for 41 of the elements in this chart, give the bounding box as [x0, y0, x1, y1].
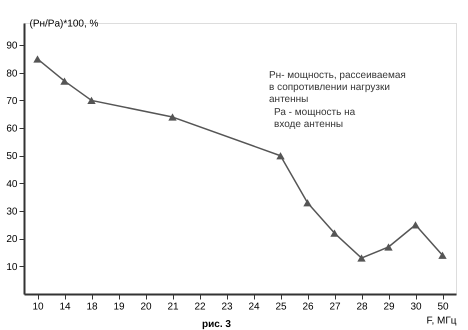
- x-tick-label: 30: [410, 302, 422, 312]
- point: [384, 243, 393, 251]
- x-tick-label: 18: [86, 302, 98, 312]
- x-tick-label: 24: [248, 302, 260, 312]
- point: [330, 230, 339, 237]
- x-tick-label: 29: [383, 302, 395, 312]
- x-tick-label: 50: [437, 302, 449, 312]
- point: [411, 221, 420, 228]
- point: [303, 199, 312, 206]
- x-tick-label: 27: [329, 302, 341, 312]
- x-tick-label: 26: [302, 302, 314, 312]
- x-tick-label: 10: [32, 302, 44, 312]
- point: [438, 252, 447, 259]
- y-tick-label: 20: [6, 234, 18, 246]
- x-tick-label: 28: [356, 302, 368, 312]
- x-tick-label: 22: [194, 302, 206, 312]
- y-tick-label: 80: [6, 68, 18, 80]
- text: рис. 3: [202, 319, 232, 330]
- x-tick-label: 14: [59, 302, 71, 312]
- y-tick-label: 30: [6, 206, 18, 218]
- x-tick-label: 19: [113, 302, 125, 312]
- point: [33, 55, 42, 63]
- annotation: Ра - мощность на входе антенны: [274, 107, 356, 130]
- y-tick-label: 10: [6, 262, 18, 273]
- y-tick-label: 90: [6, 40, 18, 52]
- point: [60, 77, 69, 85]
- annotation: Рн- мощность, рассеиваемая в сопротивлении нагрузки антенны: [269, 70, 406, 105]
- x-tick-label: 21: [167, 302, 179, 312]
- x-tick-label: 23: [221, 302, 233, 312]
- point: [357, 254, 366, 262]
- x-tick-label: 20: [140, 302, 152, 312]
- point: [87, 96, 96, 104]
- x-axis-title: F, МГц: [426, 316, 457, 326]
- point: [276, 152, 285, 160]
- y-tick-label: 50: [6, 151, 18, 162]
- y-axis-title: (Pн/Pa)*100, %: [30, 18, 98, 30]
- y-tick-label: 40: [6, 178, 18, 190]
- y-tick-label: 60: [6, 124, 18, 135]
- point: [168, 113, 177, 121]
- y-tick-label: 70: [6, 96, 18, 107]
- x-tick-label: 25: [275, 302, 287, 312]
